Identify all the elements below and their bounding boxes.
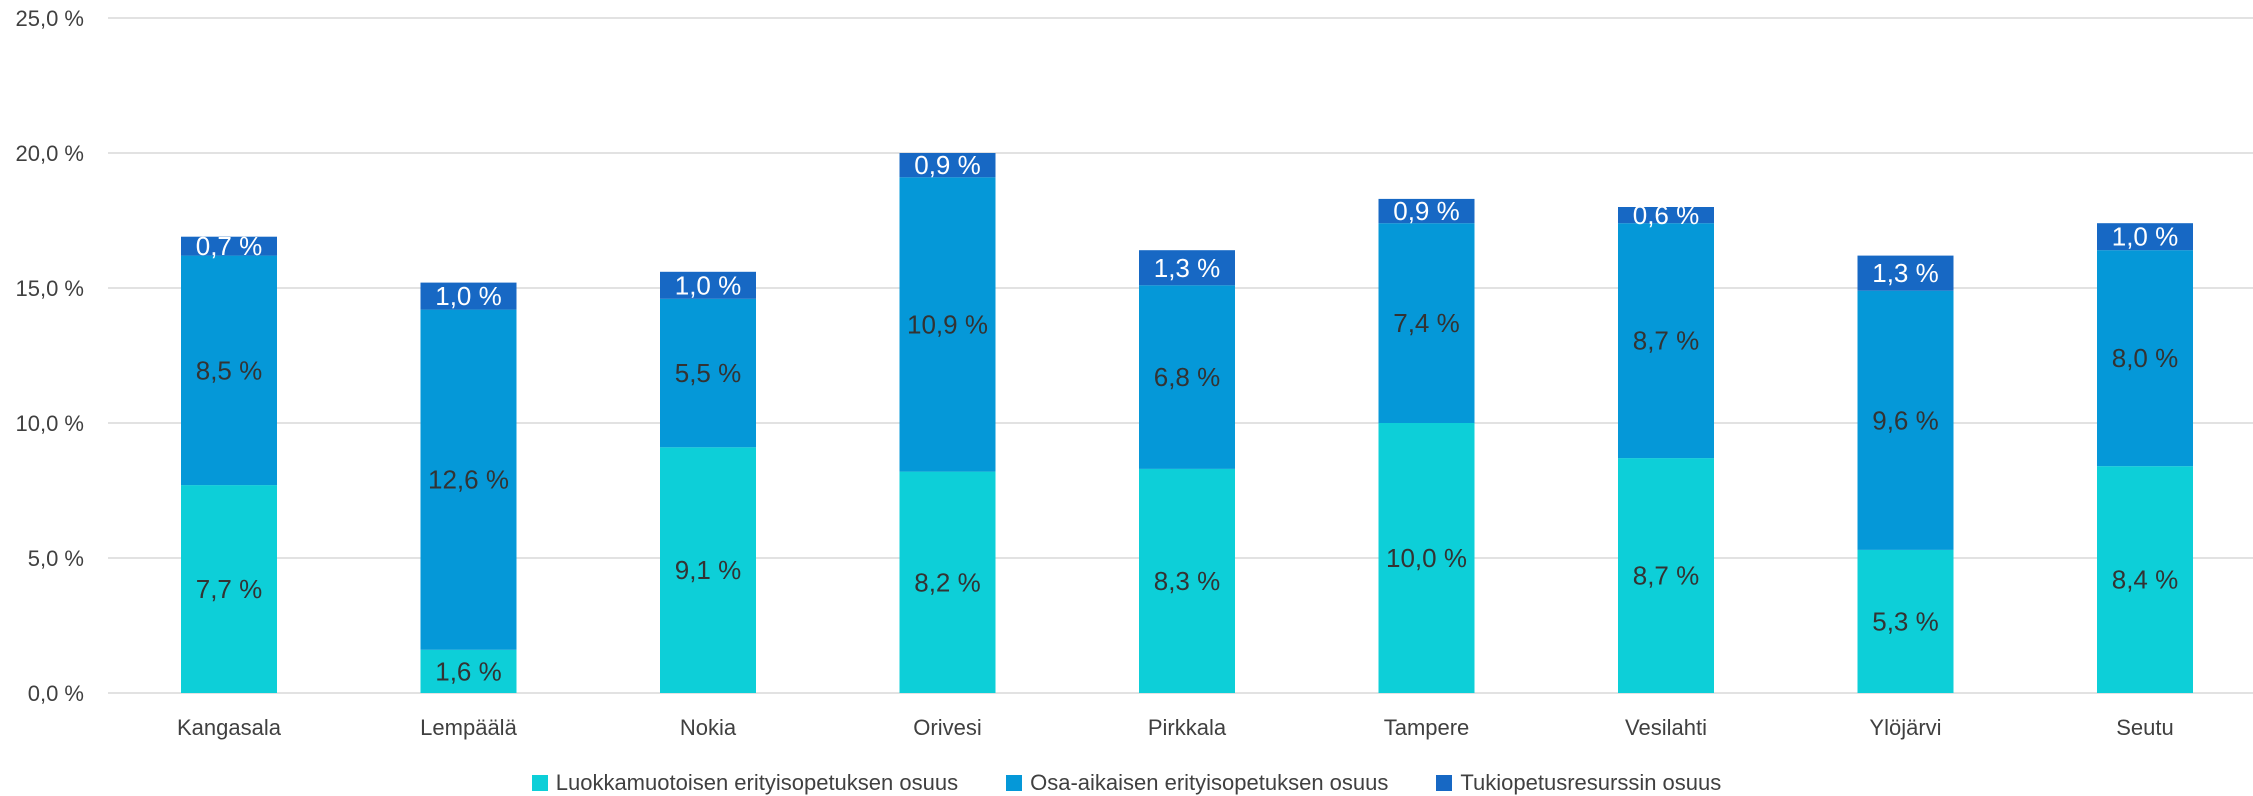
data-label: 5,5 %: [675, 358, 742, 388]
bar-segment: [420, 309, 517, 650]
bar-segment: [1618, 223, 1714, 459]
bar-segment: [1378, 198, 1475, 224]
data-label: 8,7 %: [1633, 561, 1700, 591]
legend-label: Osa-aikaisen erityisopetuksen osuus: [1030, 770, 1389, 795]
y-axis-tick-labels: 0,0 % 5,0 % 10,0 % 15,0 % 20,0 % 25,0 %: [16, 6, 85, 706]
legend-item: Osa-aikaisen erityisopetuksen osuus: [1006, 770, 1388, 796]
data-label: 1,3 %: [1154, 253, 1221, 283]
bar-segment: [660, 447, 756, 693]
bar-segment: [899, 153, 996, 178]
bar-segment: [1618, 207, 1714, 224]
data-label: 9,1 %: [675, 555, 742, 585]
bar-segment: [2097, 223, 2193, 251]
x-axis-category-labels: Kangasala Lempäälä Nokia Orivesi Pirkkala Tam…: [177, 715, 2174, 740]
bar-segment: [1139, 250, 1235, 286]
bar-segment: [660, 298, 756, 448]
bar-segment: [420, 649, 517, 693]
data-label: 8,3 %: [1154, 566, 1221, 596]
bar-segment: [1857, 255, 1954, 291]
bar-segment: [899, 177, 996, 472]
bar-segment: [660, 271, 756, 299]
bar-segment: [181, 255, 277, 486]
legend-item: Tukiopetusresurssin osuus: [1436, 770, 1721, 796]
data-label: 0,9 %: [1393, 196, 1460, 226]
legend-item: Luokkamuotoisen erityisopetuksen osuus: [531, 770, 959, 796]
data-label: 7,7 %: [196, 574, 263, 604]
x-category-label: Ylöjärvi: [1869, 715, 1941, 740]
bar-segment: [181, 236, 277, 256]
data-label: 0,6 %: [1633, 200, 1700, 230]
data-label: 8,5 %: [196, 355, 263, 385]
data-label: 8,4 %: [2112, 565, 2179, 595]
x-category-label: Tampere: [1384, 715, 1470, 740]
data-label: 8,0 %: [2112, 343, 2179, 373]
bar-segment: [1139, 285, 1235, 469]
bar-segment: [2097, 466, 2193, 693]
bar-segment: [181, 485, 277, 693]
data-label: 5,3 %: [1872, 606, 1939, 636]
bar-segment: [899, 471, 996, 693]
data-label: 0,7 %: [196, 231, 263, 261]
data-label: 8,7 %: [1633, 326, 1700, 356]
bar-segment: [1139, 468, 1235, 693]
data-label: 12,6 %: [428, 465, 509, 495]
data-label: 10,0 %: [1386, 543, 1467, 573]
data-label: 6,8 %: [1154, 362, 1221, 392]
legend-swatch: [531, 775, 548, 791]
data-label: 8,2 %: [914, 567, 981, 597]
data-label: 1,3 %: [1872, 258, 1939, 288]
bar-segment: [1857, 290, 1954, 550]
legend-label: Luokkamuotoisen erityisopetuksen osuus: [555, 770, 959, 795]
x-category-label: Vesilahti: [1625, 715, 1707, 740]
y-tick-label: 15,0 %: [16, 276, 85, 301]
bar-segment: [2097, 250, 2193, 467]
y-tick-label: 20,0 %: [16, 141, 85, 166]
x-category-label: Seutu: [2116, 715, 2174, 740]
bar-segment: [1378, 423, 1475, 693]
y-tick-label: 0,0 %: [28, 681, 84, 706]
legend-swatch: [1436, 775, 1453, 791]
data-label: 9,6 %: [1872, 405, 1939, 435]
y-tick-label: 5,0 %: [28, 546, 84, 571]
y-tick-label: 10,0 %: [16, 411, 85, 436]
data-label: 1,0 %: [2112, 222, 2179, 252]
x-category-label: Nokia: [680, 715, 737, 740]
bar-segment: [1378, 223, 1475, 423]
data-label: 10,9 %: [907, 309, 988, 339]
data-label: 0,9 %: [914, 150, 981, 180]
legend-label: Tukiopetusresurssin osuus: [1460, 770, 1722, 795]
x-category-label: Orivesi: [913, 715, 981, 740]
data-label: 7,4 %: [1393, 308, 1460, 338]
data-label: 1,6 %: [435, 656, 502, 686]
x-category-label: Pirkkala: [1148, 715, 1227, 740]
bar-segment: [1618, 458, 1714, 693]
x-category-label: Lempäälä: [420, 715, 517, 740]
x-category-label: Kangasala: [177, 715, 282, 740]
bar-segment: [420, 282, 517, 310]
bar-segment: [1857, 549, 1954, 693]
legend: Luokkamuotoisen erityisopetuksen osuus Os…: [0, 770, 2253, 796]
y-tick-label: 25,0 %: [16, 6, 85, 31]
bars: 7,7 % 8,5 % 0,7 % 1,6 % 12,6 % 1,0 % 9,1 % 5,5 …: [181, 150, 2193, 693]
data-label: 1,0 %: [435, 281, 502, 311]
legend-swatch: [1006, 775, 1023, 791]
data-label: 1,0 %: [675, 270, 742, 300]
